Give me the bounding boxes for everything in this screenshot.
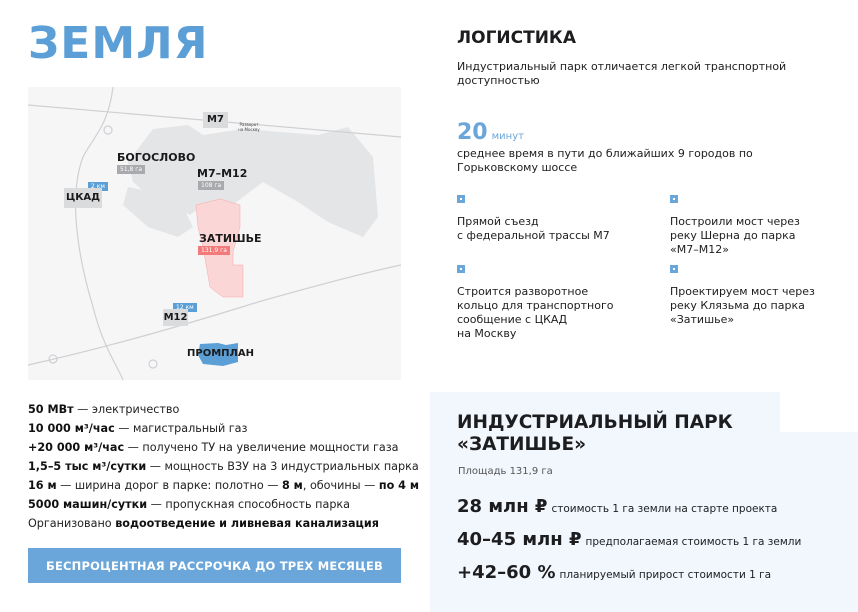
feature-item: Строится разворотное кольцо для транспор… xyxy=(457,265,632,341)
feature-item: Проектируем мост через реку Клязьма до п… xyxy=(670,265,845,327)
price-row: +42–60 % планируемый прирост стоимости 1 … xyxy=(457,562,772,583)
road-ckad xyxy=(75,87,124,380)
square-bullet-icon xyxy=(670,195,678,203)
feature-item: Прямой съезд с федеральной трассы М7 xyxy=(457,195,632,243)
fact-item: 50 МВт — электричество xyxy=(28,403,180,416)
fact-item: 10 000 м³/час — магистральный газ xyxy=(28,422,248,435)
logistics-description: Индустриальный парк отличается легкой тр… xyxy=(457,60,787,87)
logistics-title: ЛОГИСТИКА xyxy=(457,28,576,48)
ckad-distance-badge: 2 км xyxy=(88,182,108,191)
fact-item: 16 м — ширина дорог в парке: полотно — 8… xyxy=(28,479,419,492)
price-row: 28 млн ₽ стоимость 1 га земли на старте п… xyxy=(457,496,778,517)
square-bullet-icon xyxy=(457,195,465,203)
zatishye-area-badge: 131,9 га xyxy=(198,246,230,255)
parcel-promplan xyxy=(198,343,238,366)
m12-label: М12 xyxy=(163,309,188,326)
installment-button[interactable]: БЕСПРОЦЕНТНАЯ РАССРОЧКА ДО ТРЕХ МЕСЯЦЕВ xyxy=(28,548,401,583)
zatishye-label: ЗАТИШЬЕ xyxy=(199,232,262,245)
site-map: М7 Разворот на Москву БОГОСЛОВО 51,8 га … xyxy=(28,87,401,380)
fact-item: 1,5–5 тыс м³/сутки — мощность ВЗУ на 3 и… xyxy=(28,460,419,473)
infrastructure-facts: 50 МВт — электричество 10 000 м³/час — м… xyxy=(28,400,419,533)
parcel-west xyxy=(123,187,193,237)
fact-item: +20 000 м³/час — получено ТУ на увеличен… xyxy=(28,441,399,454)
square-bullet-icon xyxy=(457,265,465,273)
bogoslovo-label: БОГОСЛОВО xyxy=(117,151,196,164)
price-row: 40–45 млн ₽ предполагаемая стоимость 1 га… xyxy=(457,529,802,550)
m7-label: М7 xyxy=(203,112,228,128)
land-title: ЗЕМЛЯ xyxy=(28,18,209,69)
ckad-label: ЦКАД xyxy=(64,188,102,208)
park-area: Площадь 131,9 га xyxy=(458,466,553,477)
feature-item: Построили мост через реку Шерна до парка… xyxy=(670,195,845,257)
square-bullet-icon xyxy=(670,265,678,273)
m7m12-label: М7–М12 xyxy=(197,167,248,180)
travel-time-description: среднее время в пути до ближайших 9 горо… xyxy=(457,147,753,174)
promplan-label: ПРОМПЛАН xyxy=(187,348,254,359)
m7m12-area-badge: 108 га xyxy=(198,181,225,190)
parcel-bogoslovo-m7m12 xyxy=(128,125,378,237)
turn-label: Разворот на Москву xyxy=(238,122,260,132)
fact-item: 5000 машин/сутки — пропускная способност… xyxy=(28,498,351,511)
m12-distance-badge: 12 км xyxy=(173,303,197,312)
bogoslovo-area-badge: 51,8 га xyxy=(117,165,146,174)
park-title: ИНДУСТРИАЛЬНЫЙ ПАРК «ЗАТИШЬЕ» xyxy=(457,412,733,455)
fact-item: Организовано водоотведение и ливневая ка… xyxy=(28,517,379,530)
road-m12 xyxy=(28,264,401,366)
travel-time-stat: 20 минут xyxy=(457,120,524,145)
